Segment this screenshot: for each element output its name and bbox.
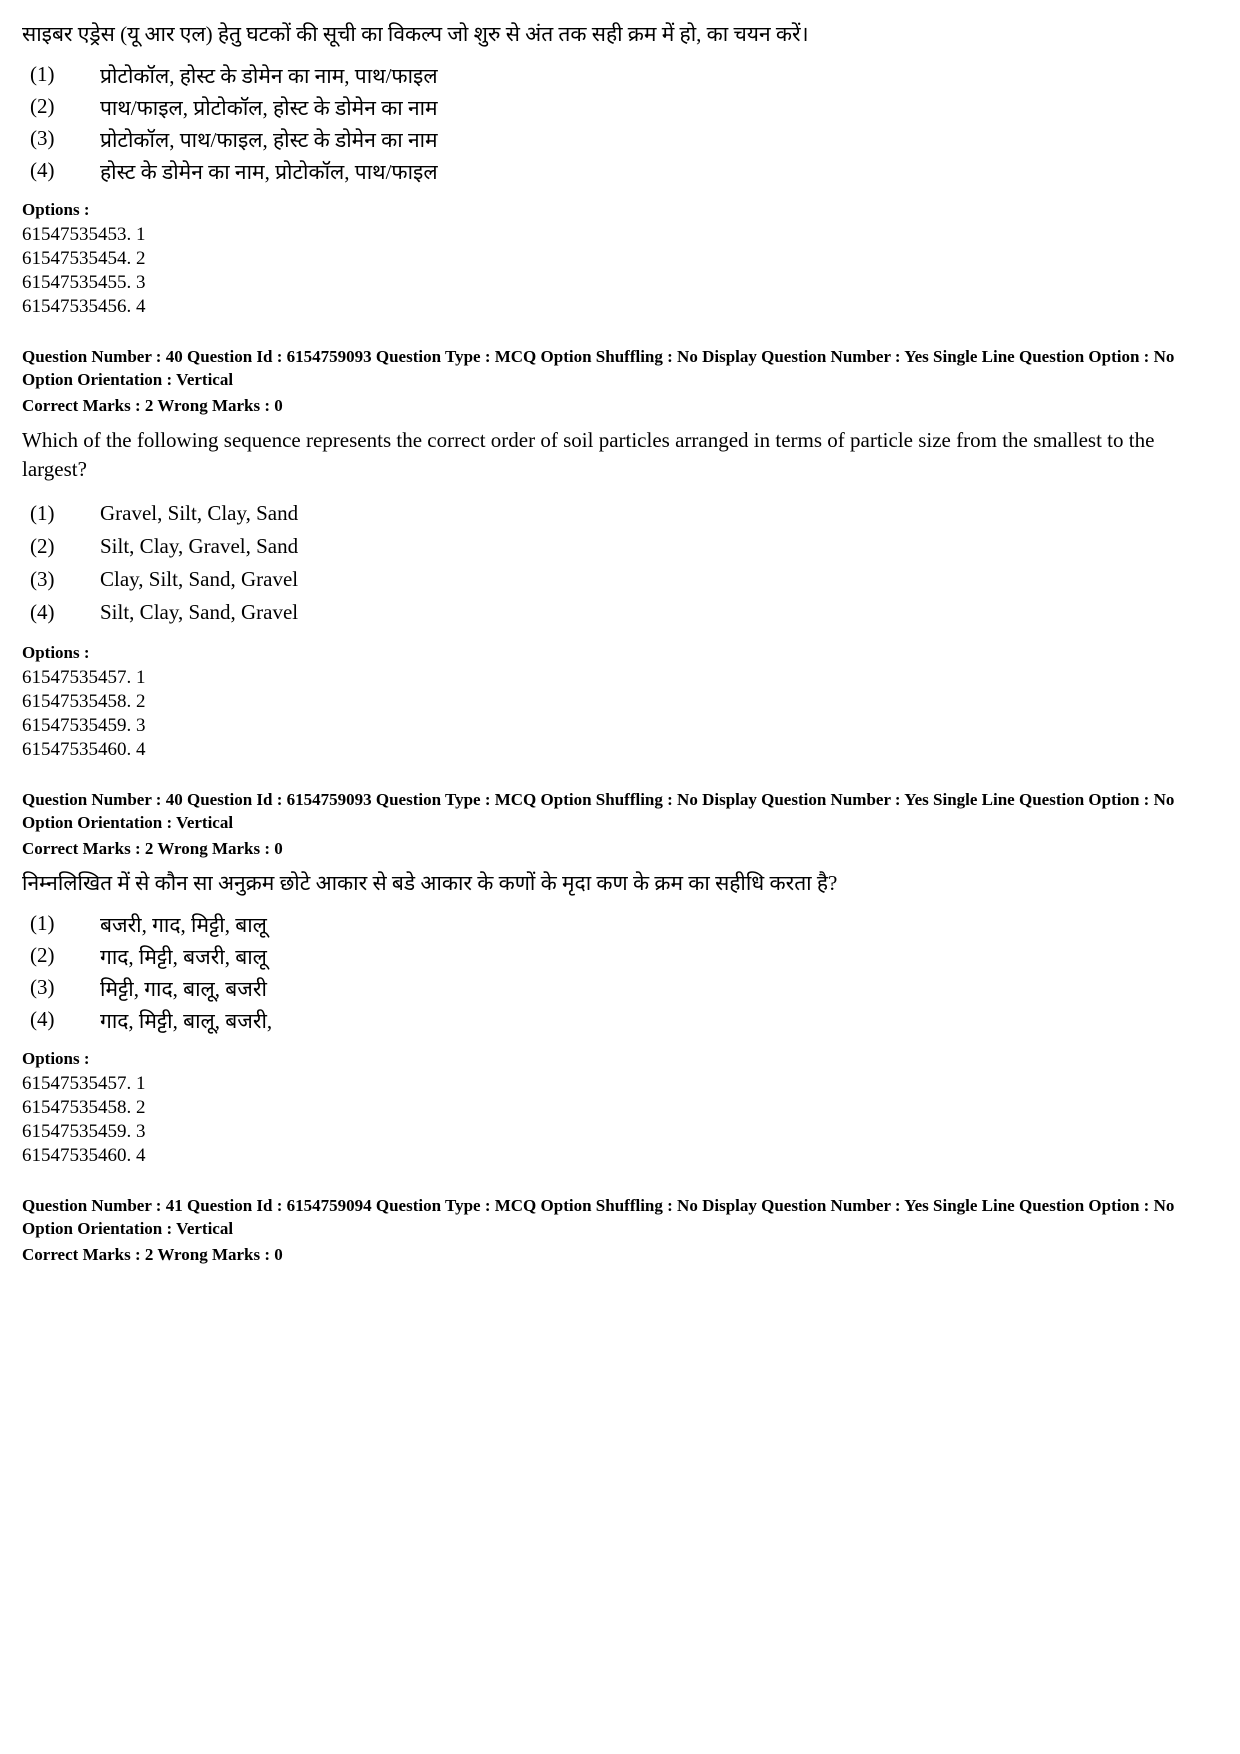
option-line: 61547535460. 4 <box>22 1145 1218 1167</box>
option-line: 61547535457. 1 <box>22 667 1218 689</box>
choice-num: (1) <box>30 62 100 90</box>
choice-row: (3) Clay, Silt, Sand, Gravel <box>30 567 628 592</box>
choice-text: गाद, मिट्टी, बजरी, बालू <box>100 943 267 971</box>
choice-row: (4) Silt, Clay, Sand, Gravel <box>30 600 628 625</box>
option-line: 61547535460. 4 <box>22 739 1218 761</box>
options-label: Options : <box>22 1049 1218 1069</box>
choice-text: Silt, Clay, Sand, Gravel <box>100 600 298 625</box>
choice-text: प्रोटोकॉल, होस्ट के डोमेन का नाम, पाथ/फा… <box>100 62 438 90</box>
question-block-4: Question Number : 41 Question Id : 61547… <box>22 1195 1218 1265</box>
choice-text: Gravel, Silt, Clay, Sand <box>100 501 298 526</box>
question-marks: Correct Marks : 2 Wrong Marks : 0 <box>22 396 1218 416</box>
choice-num: (4) <box>30 1007 100 1035</box>
question-block-3: Question Number : 40 Question Id : 61547… <box>22 789 1218 1167</box>
choice-text: होस्ट के डोमेन का नाम, प्रोटोकॉल, पाथ/फा… <box>100 158 438 186</box>
option-line: 61547535458. 2 <box>22 691 1218 713</box>
choice-row: (1) बजरी, गाद, मिट्टी, बालू <box>30 911 1218 939</box>
choice-row: (2) Silt, Clay, Gravel, Sand <box>30 534 628 559</box>
choice-num: (3) <box>30 975 100 1003</box>
option-line: 61547535456. 4 <box>22 296 1218 318</box>
choice-row: (4) होस्ट के डोमेन का नाम, प्रोटोकॉल, पा… <box>30 158 1218 186</box>
option-line: 61547535458. 2 <box>22 1097 1218 1119</box>
choice-num: (2) <box>30 943 100 971</box>
choice-text: पाथ/फाइल, प्रोटोकॉल, होस्ट के डोमेन का न… <box>100 94 438 122</box>
option-line: 61547535454. 2 <box>22 248 1218 270</box>
option-line: 61547535453. 1 <box>22 224 1218 246</box>
choice-text: गाद, मिट्टी, बालू, बजरी, <box>100 1007 272 1035</box>
choice-num: (1) <box>30 501 100 526</box>
choice-text: प्रोटोकॉल, पाथ/फाइल, होस्ट के डोमेन का न… <box>100 126 438 154</box>
choice-row: (1) Gravel, Silt, Clay, Sand <box>30 501 628 526</box>
choice-num: (2) <box>30 534 100 559</box>
question-marks: Correct Marks : 2 Wrong Marks : 0 <box>22 839 1218 859</box>
choice-text: बजरी, गाद, मिट्टी, बालू <box>100 911 267 939</box>
choice-row: (4) गाद, मिट्टी, बालू, बजरी, <box>30 1007 1218 1035</box>
question-block-1: साइबर एड्रेस (यू आर एल) हेतु घटकों की सू… <box>22 20 1218 318</box>
choice-num: (4) <box>30 600 100 625</box>
choice-num: (3) <box>30 126 100 154</box>
question-meta: Question Number : 41 Question Id : 61547… <box>22 1195 1218 1241</box>
choice-text: Clay, Silt, Sand, Gravel <box>100 567 298 592</box>
question-text: निम्नलिखित में से कौन सा अनुक्रम छोटे आक… <box>22 869 1218 897</box>
question-marks: Correct Marks : 2 Wrong Marks : 0 <box>22 1245 1218 1265</box>
option-line: 61547535459. 3 <box>22 1121 1218 1143</box>
choice-row: (2) पाथ/फाइल, प्रोटोकॉल, होस्ट के डोमेन … <box>30 94 1218 122</box>
choice-text: मिट्टी, गाद, बालू, बजरी <box>100 975 267 1003</box>
question-meta: Question Number : 40 Question Id : 61547… <box>22 789 1218 835</box>
option-line: 61547535455. 3 <box>22 272 1218 294</box>
choice-row: (3) प्रोटोकॉल, पाथ/फाइल, होस्ट के डोमेन … <box>30 126 1218 154</box>
choice-num: (3) <box>30 567 100 592</box>
options-label: Options : <box>22 200 1218 220</box>
option-line: 61547535457. 1 <box>22 1073 1218 1095</box>
choice-grid: (1) Gravel, Silt, Clay, Sand (2) Silt, C… <box>22 497 1218 629</box>
choice-num: (2) <box>30 94 100 122</box>
option-line: 61547535459. 3 <box>22 715 1218 737</box>
choice-row: (2) गाद, मिट्टी, बजरी, बालू <box>30 943 1218 971</box>
choice-row: (1) प्रोटोकॉल, होस्ट के डोमेन का नाम, पा… <box>30 62 1218 90</box>
options-label: Options : <box>22 643 1218 663</box>
choice-text: Silt, Clay, Gravel, Sand <box>100 534 298 559</box>
choice-num: (4) <box>30 158 100 186</box>
question-text: साइबर एड्रेस (यू आर एल) हेतु घटकों की सू… <box>22 20 1218 48</box>
question-meta: Question Number : 40 Question Id : 61547… <box>22 346 1218 392</box>
choice-row: (3) मिट्टी, गाद, बालू, बजरी <box>30 975 1218 1003</box>
question-block-2: Question Number : 40 Question Id : 61547… <box>22 346 1218 761</box>
choice-num: (1) <box>30 911 100 939</box>
question-text: Which of the following sequence represen… <box>22 426 1218 483</box>
